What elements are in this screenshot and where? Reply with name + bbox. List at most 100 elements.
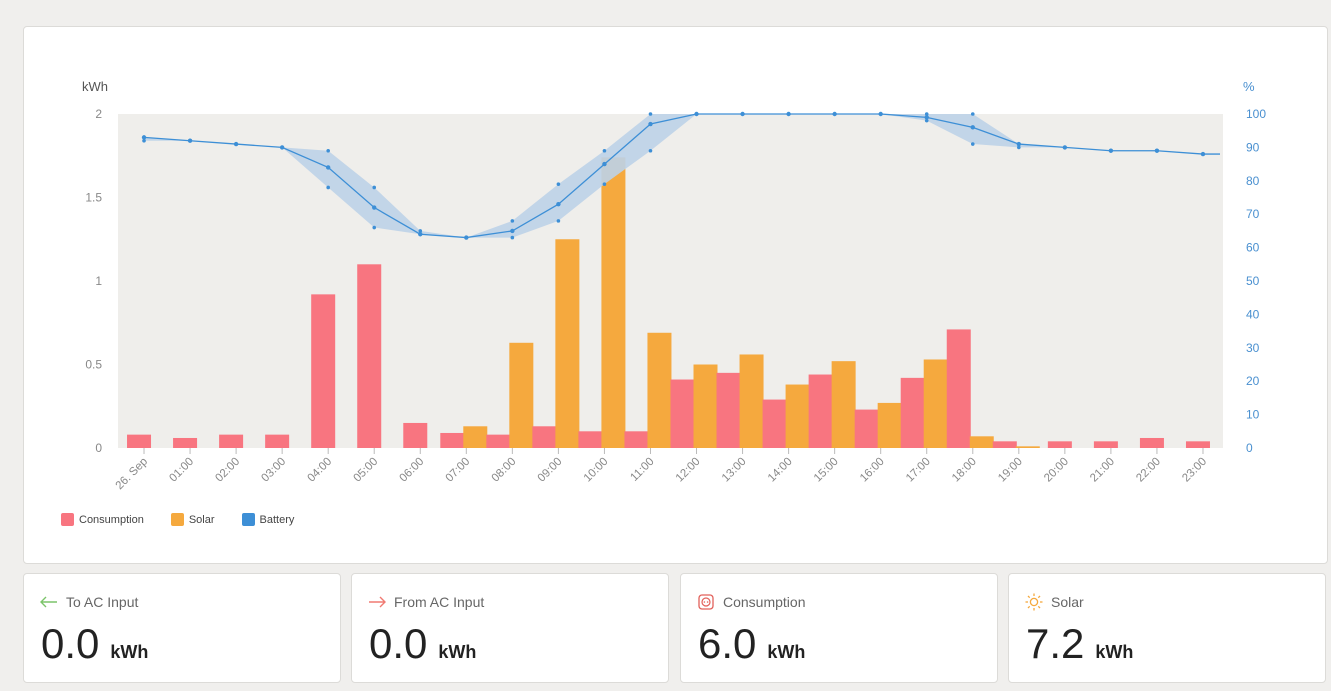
bar-consumption (1093, 441, 1118, 448)
stat-label: To AC Input (66, 594, 139, 610)
bar-solar (877, 402, 902, 448)
bar-consumption (1047, 441, 1072, 448)
battery-max-point (970, 112, 975, 116)
bar-solar (693, 364, 718, 448)
bar-consumption (808, 374, 833, 448)
energy-chart-card: 0 0.5 1 1.5 2 kWh 0 10 20 30 40 50 60 70 80 90 100% 26. S… (23, 26, 1328, 564)
y-left-tick-label: 2 (95, 107, 102, 121)
stat-unit: kWh (1095, 642, 1134, 662)
bar-solar (785, 384, 810, 448)
x-tick-label: 18:00 (950, 456, 979, 485)
battery-point (1108, 148, 1114, 153)
bar-consumption (219, 434, 244, 448)
stat-card-consumption: Consumption 6.0 kWh (680, 573, 998, 683)
battery-min-point (602, 182, 607, 186)
battery-max-point (326, 148, 330, 153)
battery-point (325, 165, 331, 170)
battery-point (1200, 151, 1206, 157)
y-right-tick-label: 90 (1246, 140, 1260, 154)
x-tick-label: 11:00 (628, 456, 656, 484)
x-tick-label: 26. Sep (114, 456, 151, 493)
bar-consumption (1185, 441, 1210, 448)
x-tick-label: 04:00 (305, 456, 334, 485)
x-tick-label: 10:00 (582, 456, 611, 485)
stat-label: Solar (1051, 594, 1084, 610)
x-tick-label: 07:00 (444, 456, 473, 485)
y-left-tick-label: 1.5 (85, 191, 102, 205)
battery-max-point (372, 185, 377, 190)
bar-consumption (440, 432, 465, 448)
battery-point (970, 125, 975, 130)
x-tick-label: 06:00 (398, 456, 427, 485)
bar-solar (509, 342, 534, 448)
bar-consumption (716, 372, 741, 448)
stat-unit: kWh (438, 642, 477, 662)
bar-consumption (173, 437, 198, 448)
bar-solar (831, 361, 856, 448)
y-right-tick-label: 50 (1246, 274, 1260, 288)
x-tick-label: 22:00 (1134, 456, 1163, 485)
bar-solar (969, 436, 994, 448)
x-tick-label: 15:00 (812, 456, 841, 485)
x-tick-label: 05:00 (352, 456, 381, 485)
battery-min-point (142, 138, 146, 143)
battery-min-point (1017, 145, 1021, 150)
bar-consumption (624, 431, 649, 448)
y-right-tick-label: 10 (1246, 408, 1260, 422)
bar-solar (739, 354, 764, 448)
battery-max-point (510, 219, 515, 223)
battery-point (1062, 145, 1068, 150)
arrow-left-icon (40, 593, 58, 611)
stat-unit: kWh (767, 642, 806, 662)
bar-consumption (992, 441, 1017, 448)
x-tick-label: 20:00 (1042, 456, 1071, 485)
battery-point (141, 135, 147, 140)
x-tick-label: 03:00 (259, 456, 288, 485)
bar-consumption (946, 329, 971, 448)
y-left-tick-label: 0 (95, 441, 102, 455)
bar-consumption (1139, 437, 1164, 448)
x-tick-label: 09:00 (536, 456, 565, 485)
bar-solar (923, 359, 948, 448)
battery-point (1154, 148, 1160, 153)
stat-value: 7.2 (1026, 620, 1085, 667)
stat-value: 0.0 (41, 620, 100, 667)
bar-solar (463, 426, 488, 448)
stat-label: Consumption (723, 594, 806, 610)
bar-solar (1015, 446, 1040, 448)
battery-range-band (144, 114, 1220, 238)
battery-point (878, 111, 883, 117)
battery-max-point (924, 112, 929, 116)
x-tick-label: 14:00 (766, 456, 795, 485)
battery-point (832, 111, 837, 117)
y-right-tick-label: 40 (1246, 307, 1260, 321)
legend-item-solar[interactable]: Solar (170, 513, 215, 526)
x-tick-label: 01:00 (167, 456, 196, 485)
battery-point (556, 201, 561, 207)
battery-point (233, 141, 239, 147)
battery-min-point (924, 118, 929, 123)
battery-point (187, 138, 193, 143)
legend-item-battery[interactable]: Battery (241, 513, 294, 526)
stat-value: 6.0 (698, 620, 757, 667)
x-tick-label: 19:00 (996, 456, 1025, 485)
stat-card-solar: Solar 7.2 kWh (1008, 573, 1326, 683)
bar-consumption (670, 379, 695, 448)
x-tick-label: 12:00 (674, 456, 703, 485)
x-tick-label: 02:00 (213, 456, 242, 485)
arrow-right-icon (368, 593, 386, 611)
battery-max-point (556, 182, 561, 186)
legend-label-consumption: Consumption (79, 513, 144, 526)
x-tick-label: 21:00 (1088, 456, 1117, 485)
legend-item-consumption[interactable]: Consumption (61, 513, 144, 526)
battery-point (924, 115, 929, 120)
y-right-tick-label: 100 (1246, 107, 1266, 121)
energy-chart[interactable]: 0 0.5 1 1.5 2 kWh 0 10 20 30 40 50 60 70 80 90 100% 26. S… (24, 27, 1329, 507)
battery-point (279, 145, 285, 150)
legend-swatch-battery (241, 513, 255, 526)
bar-solar (647, 332, 672, 448)
stat-card-to-ac-input: To AC Input 0.0 kWh (23, 573, 341, 683)
sun-icon (1025, 593, 1043, 611)
y-left-axis-label: kWh (82, 79, 108, 94)
bar-consumption (762, 399, 787, 448)
